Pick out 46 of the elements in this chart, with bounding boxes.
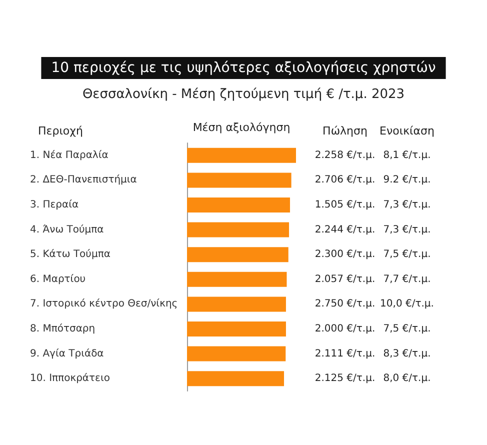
text: 2.125 €/τ.μ. bbox=[314, 373, 376, 384]
text: 10,0 €/τ.μ. bbox=[380, 298, 434, 310]
bar bbox=[187, 247, 288, 262]
y-axis-title: Περιοχή bbox=[38, 124, 84, 138]
text: 2.057 €/τ.μ. bbox=[314, 274, 376, 285]
text: 7,3 €/τ.μ. bbox=[383, 200, 431, 210]
chart-title: 10 περιοχές με τις υψηλότερες αξιολογήσεις χρηστών bbox=[51, 60, 436, 76]
y-tick-label: 5. Κάτω Τούμπα bbox=[30, 249, 111, 260]
bar bbox=[187, 272, 287, 287]
chart-subtitle: Θεσσαλονίκη - Μέση ζητούμενη τιμή € /τ.μ. 2023 bbox=[82, 87, 405, 102]
text: 7,5 €/τ.μ. bbox=[383, 324, 431, 334]
bar bbox=[187, 296, 286, 312]
text: 7,5 €/τ.μ. bbox=[383, 249, 431, 260]
bar bbox=[187, 322, 286, 336]
text: 7,7 €/τ.μ. bbox=[383, 274, 431, 285]
y-tick-label: 7. Ιστορικό κέντρο Θεσ/νίκης bbox=[30, 298, 178, 310]
x-axis-title: Μέση αξιολόγηση bbox=[192, 121, 290, 134]
text: 9.2 €/τ.μ. bbox=[383, 174, 431, 186]
bar bbox=[187, 148, 296, 163]
y-tick-label: 4. Άνω Τούμπα bbox=[30, 224, 104, 236]
text: 8,3 €/τ.μ. bbox=[383, 348, 431, 360]
text: 2.300 €/τ.μ. bbox=[314, 249, 376, 260]
y-tick-label: 6. Μαρτίου bbox=[30, 274, 86, 285]
text: 2.706 €/τ.μ. bbox=[314, 174, 376, 186]
text: 2.750 €/τ.μ. bbox=[314, 298, 376, 310]
text: 8,0 €/τ.μ. bbox=[383, 373, 431, 384]
y-tick-label: 3. Περαία bbox=[30, 200, 79, 210]
text: Πώληση bbox=[322, 124, 368, 138]
text: 2.000 €/τ.μ. bbox=[314, 324, 376, 334]
y-tick-label: 2. ΔΕΘ-Πανεπιστήμια bbox=[30, 174, 138, 186]
text: Ενοικίαση bbox=[380, 124, 434, 138]
bar bbox=[187, 371, 284, 386]
text: 2.258 €/τ.μ. bbox=[314, 150, 376, 161]
y-tick-label: 8. Μπότσαρη bbox=[30, 324, 96, 334]
text: 1.505 €/τ.μ. bbox=[314, 200, 376, 210]
y-tick-label: 10. Ιπποκράτειο bbox=[30, 373, 110, 384]
bar bbox=[187, 346, 286, 362]
text: 7,3 €/τ.μ. bbox=[383, 224, 431, 236]
text: 2.244 €/τ.μ. bbox=[314, 224, 376, 236]
bar bbox=[187, 198, 290, 212]
text: 2.111 €/τ.μ. bbox=[314, 348, 376, 360]
y-tick-label: 9. Αγία Τριάδα bbox=[30, 348, 104, 360]
bar bbox=[187, 172, 292, 188]
bar bbox=[187, 222, 290, 238]
text: 8,1 €/τ.μ. bbox=[383, 150, 431, 161]
y-tick-label: 1. Νέα Παραλία bbox=[30, 150, 109, 161]
